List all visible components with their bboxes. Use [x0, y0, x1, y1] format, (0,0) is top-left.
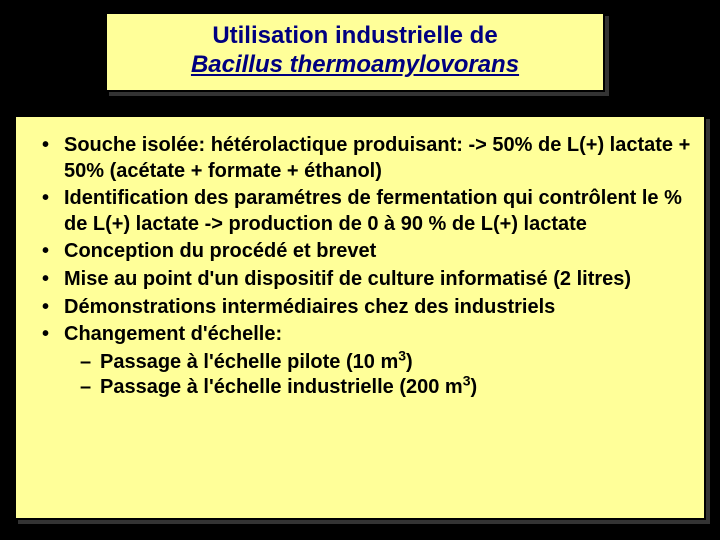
- slide-stage: Utilisation industrielle de Bacillus the…: [0, 0, 720, 540]
- sub-item: Passage à l'échelle pilote (10 m3): [64, 350, 694, 376]
- title-line-2: Bacillus thermoamylovorans: [117, 51, 593, 80]
- bullet-text: Changement d'échelle:: [64, 323, 282, 345]
- superscript: 3: [398, 347, 406, 363]
- title-box: Utilisation industrielle de Bacillus the…: [105, 12, 605, 92]
- list-item: Souche isolée: hétérolactique produisant…: [38, 133, 694, 184]
- bullet-text: Démonstrations intermédiaires chez des i…: [64, 296, 555, 318]
- bullet-text: Mise au point d'un dispositif de culture…: [64, 268, 631, 290]
- sub-text-post: ): [471, 376, 478, 398]
- sub-text-post: ): [406, 351, 413, 373]
- superscript: 3: [463, 373, 471, 389]
- list-item: Mise au point d'un dispositif de culture…: [38, 267, 694, 293]
- list-item: Identification des paramétres de ferment…: [38, 186, 694, 237]
- sub-text-pre: Passage à l'échelle industrielle (200 m: [100, 376, 463, 398]
- bullet-list: Souche isolée: hétérolactique produisant…: [38, 133, 694, 401]
- title-line-1: Utilisation industrielle de: [117, 22, 593, 51]
- bullet-text: Souche isolée: hétérolactique produisant…: [64, 134, 690, 182]
- content-box: Souche isolée: hétérolactique produisant…: [14, 115, 706, 520]
- sub-text-pre: Passage à l'échelle pilote (10 m: [100, 351, 398, 373]
- list-item: Démonstrations intermédiaires chez des i…: [38, 295, 694, 321]
- bullet-text: Conception du procédé et brevet: [64, 240, 376, 262]
- sub-item: Passage à l'échelle industrielle (200 m3…: [64, 375, 694, 401]
- sub-list: Passage à l'échelle pilote (10 m3) Passa…: [64, 350, 694, 401]
- title-italic-species: Bacillus thermoamylovorans: [191, 51, 519, 78]
- list-item: Conception du procédé et brevet: [38, 239, 694, 265]
- list-item: Changement d'échelle: Passage à l'échell…: [38, 322, 694, 401]
- bullet-text: Identification des paramétres de ferment…: [64, 187, 682, 235]
